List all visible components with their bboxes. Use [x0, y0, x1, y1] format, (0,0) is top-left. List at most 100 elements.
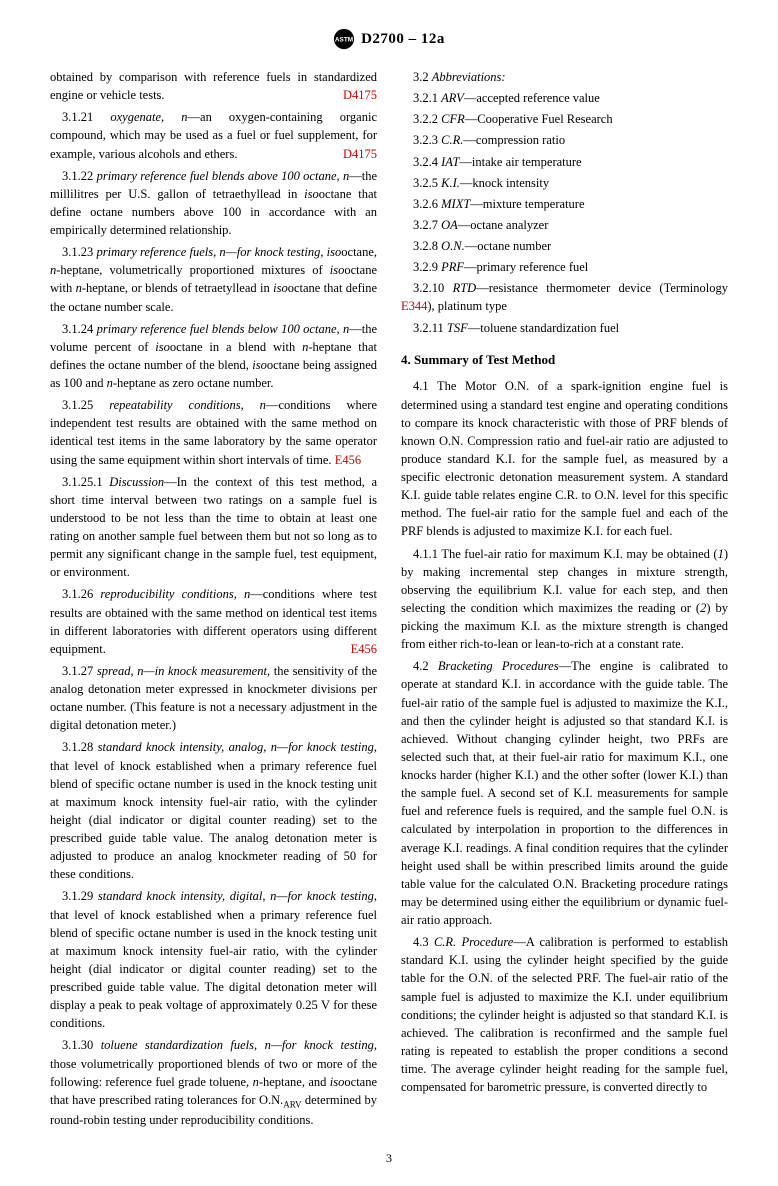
para-4.1.1: 4.1.1 The fuel-air ratio for maximum K.I… — [401, 545, 728, 654]
def-3.1.23: 3.1.23 primary reference fuels, n—for kn… — [50, 243, 377, 316]
term: reproducibility conditions, n — [100, 587, 250, 601]
b: —primary reference fuel — [464, 260, 588, 274]
abbr-3.2.3: 3.2.3 C.R.—compression ratio — [401, 131, 728, 149]
num: 3.1.27 — [62, 664, 97, 678]
term: oxygenate, n — [110, 110, 187, 124]
page-container: ASTM D2700 – 12a obtained by comparison … — [0, 0, 778, 1186]
t: OA — [441, 218, 458, 232]
term: toluene standardization fuels, n—for kno… — [101, 1038, 374, 1052]
t: C.R. — [441, 133, 463, 147]
abbr-3.2.6: 3.2.6 MIXT—mixture temperature — [401, 195, 728, 213]
term: Discussion — [109, 475, 164, 489]
num: 3.1.25.1 — [62, 475, 109, 489]
num: 3.1.25 — [62, 398, 109, 412]
ref-link[interactable]: D4175 — [343, 86, 377, 104]
iso: iso — [330, 1075, 345, 1089]
sub: ARV — [283, 1099, 301, 1109]
text: obtained by comparison with reference fu… — [50, 70, 377, 102]
abbr-3.2.2: 3.2.2 CFR—Cooperative Fuel Research — [401, 110, 728, 128]
term: repeatability conditions, n — [109, 398, 266, 412]
n: 3.2.1 — [413, 91, 441, 105]
t: RTD — [453, 281, 477, 295]
body: —A calibration is performed to establish… — [401, 935, 728, 1094]
page-number: 3 — [50, 1151, 728, 1166]
b: —knock intensity — [460, 176, 549, 190]
abbr-3.2.11: 3.2.11 TSF—toluene standardization fuel — [401, 319, 728, 337]
ref-link[interactable]: E456 — [339, 640, 377, 658]
two-column-layout: obtained by comparison with reference fu… — [50, 68, 728, 1133]
b: —accepted reference value — [464, 91, 600, 105]
t: -heptane as zero octane number. — [113, 376, 274, 390]
body: —The engine is calibrated to operate at … — [401, 659, 728, 927]
n: 3.2.5 — [413, 176, 441, 190]
t: ARV — [441, 91, 464, 105]
abbr-3.2.4: 3.2.4 IAT—intake air temperature — [401, 153, 728, 171]
t: CFR — [441, 112, 465, 126]
t: -heptane, volumetrically proportioned mi… — [56, 263, 330, 277]
num: 3.1.29 — [62, 889, 98, 903]
b2: ), platinum type — [427, 299, 507, 313]
n: 3.2.11 — [413, 321, 447, 335]
n: 3.2.4 — [413, 155, 441, 169]
right-column: 3.2 Abbreviations: 3.2.1 ARV—accepted re… — [401, 68, 728, 1133]
def-3.1.28: 3.1.28 standard knock intensity, analog,… — [50, 738, 377, 883]
iso: iso — [252, 358, 267, 372]
def-3.1.27: 3.1.27 spread, n—in knock measurement, t… — [50, 662, 377, 735]
t: octane, — [341, 245, 377, 259]
ref-link[interactable]: D4175 — [331, 145, 377, 163]
t: IAT — [441, 155, 459, 169]
n: 3.2.3 — [413, 133, 441, 147]
designation: D2700 – 12a — [361, 31, 445, 48]
num: 3.1.24 — [62, 322, 97, 336]
n: 3.2.9 — [413, 260, 441, 274]
b: —resistance thermometer device (Terminol… — [476, 281, 728, 295]
def-3.1.30: 3.1.30 toluene standardization fuels, n—… — [50, 1036, 377, 1129]
num: 4.3 — [413, 935, 434, 949]
iso: iso — [155, 340, 170, 354]
term: standard knock intensity, analog, n—for … — [98, 740, 374, 754]
def-3.1.26: 3.1.26 reproducibility conditions, n—con… — [50, 585, 377, 658]
body: , that level of knock established when a… — [50, 740, 377, 881]
def-3.1.29: 3.1.29 standard knock intensity, digital… — [50, 887, 377, 1032]
num: 3.2 — [413, 70, 432, 84]
b: —compression ratio — [463, 133, 565, 147]
n: 3.2.7 — [413, 218, 441, 232]
t: TSF — [447, 321, 468, 335]
def-3.1.24: 3.1.24 primary reference fuel blends bel… — [50, 320, 377, 393]
term: primary reference fuel blends above 100 … — [97, 169, 350, 183]
ref-link[interactable]: E344 — [401, 299, 427, 313]
n: 3.2.2 — [413, 112, 441, 126]
sec-3.2: 3.2 Abbreviations: — [401, 68, 728, 86]
def-continuation: obtained by comparison with reference fu… — [50, 68, 377, 104]
num: 3.1.30 — [62, 1038, 101, 1052]
body: —In the context of this test method, a s… — [50, 475, 377, 580]
para-4.2: 4.2 Bracketing Procedures—The engine is … — [401, 657, 728, 929]
iso: iso — [304, 187, 319, 201]
abbr-3.2.7: 3.2.7 OA—octane analyzer — [401, 216, 728, 234]
def-3.1.25: 3.1.25 repeatability conditions, n—condi… — [50, 396, 377, 469]
term: standard knock intensity, digital, n—for… — [98, 889, 374, 903]
abbr-3.2.10: 3.2.10 RTD—resistance thermometer device… — [401, 279, 728, 315]
t: MIXT — [441, 197, 470, 211]
num: 3.1.28 — [62, 740, 98, 754]
ref-link[interactable]: E456 — [335, 453, 361, 467]
n: 3.2.8 — [413, 239, 441, 253]
abbr-3.2.8: 3.2.8 O.N.—octane number — [401, 237, 728, 255]
left-column: obtained by comparison with reference fu… — [50, 68, 377, 1133]
t: PRF — [441, 260, 464, 274]
t: octane in a blend with — [170, 340, 302, 354]
b: —toluene standardization fuel — [468, 321, 619, 335]
num: 3.1.23 — [62, 245, 96, 259]
svg-text:ASTM: ASTM — [335, 36, 353, 43]
b: —octane number — [465, 239, 551, 253]
term: spread, n—in knock measurement — [97, 664, 267, 678]
b: —intake air temperature — [459, 155, 581, 169]
t: -heptane, or blends of tetraetyllead in — [82, 281, 273, 295]
num: 4.2 — [413, 659, 438, 673]
body: , that level of knock established when a… — [50, 889, 377, 1030]
term: Abbreviations: — [432, 70, 506, 84]
iso: iso — [330, 263, 345, 277]
iso: iso — [327, 245, 342, 259]
b: —octane analyzer — [458, 218, 549, 232]
t: -heptane, and — [259, 1075, 330, 1089]
